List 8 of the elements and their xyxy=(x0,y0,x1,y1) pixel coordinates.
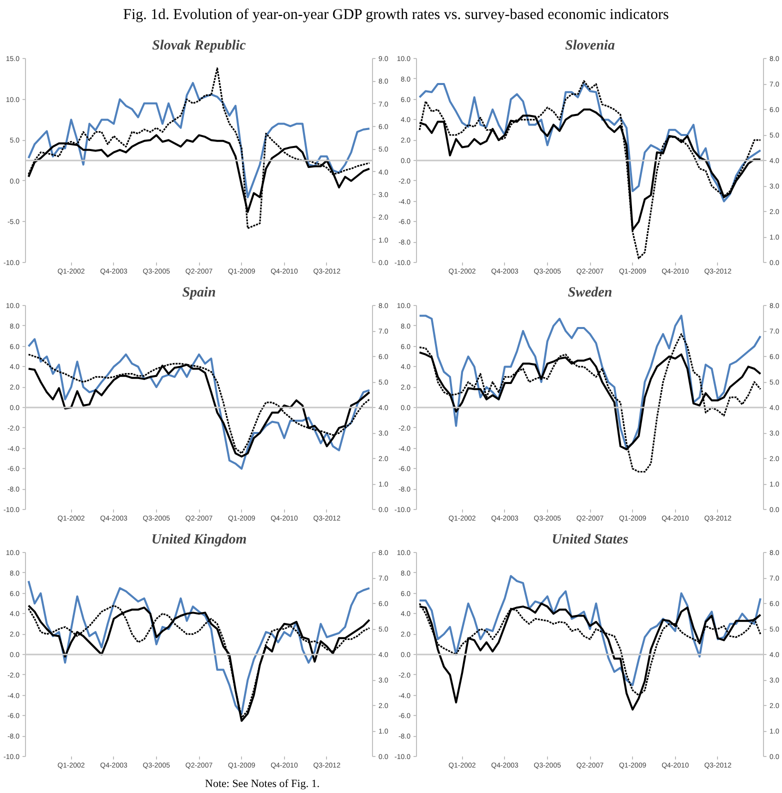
caption: Fig. 1d. Evolution of year-on-year GDP growth rates vs. survey-based economic indicators xyxy=(123,6,669,25)
chart-title: Spain xyxy=(182,286,216,301)
chart-title: Slovenia xyxy=(565,38,615,54)
chart-title: United States xyxy=(552,532,629,548)
chart-title: Slovak Republic xyxy=(152,38,247,54)
chart-title: Sweden xyxy=(568,286,612,301)
chart-title: United Kingdom xyxy=(151,532,247,548)
text: Note: See Notes of Fig. 1. xyxy=(205,777,320,792)
